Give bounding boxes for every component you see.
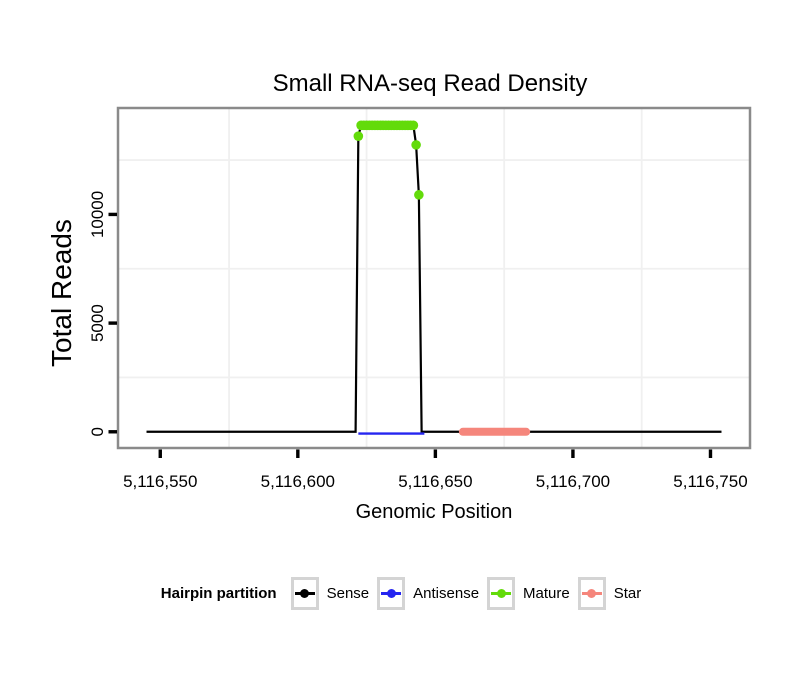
legend-key-mature [487, 577, 516, 610]
series-sense [146, 124, 722, 433]
y-tick-label: 5000 [88, 304, 107, 342]
legend-key-star [577, 577, 606, 610]
legend: Hairpin partition Sense Antisense Mature St… [14, 577, 796, 610]
legend-key-dot-icon [386, 589, 396, 598]
legend-key-sense [290, 577, 319, 610]
legend-label: Antisense [413, 585, 480, 602]
legend-item-mature: Mature [487, 577, 570, 610]
legend-label: Mature [523, 585, 570, 602]
x-tick-label: 5,116,650 [398, 472, 472, 491]
x-tick-label: 5,116,750 [673, 472, 747, 491]
legend-label: Star [613, 585, 642, 602]
legend-label: Sense [326, 585, 370, 602]
legend-key-dot-icon [300, 589, 310, 598]
legend-title: Hairpin partition [160, 585, 277, 602]
y-tick-label: 0 [88, 427, 107, 436]
legend-key-dot-icon [496, 589, 506, 598]
gridlines [119, 109, 749, 447]
legend-item-antisense: Antisense [377, 577, 479, 610]
chart-title: Small RNA-seq Read Density [272, 70, 588, 97]
panel-border [116, 106, 752, 450]
y-axis-title: Total Reads [46, 219, 77, 367]
x-tick-label: 5,116,600 [261, 472, 335, 491]
series-mature [353, 120, 424, 200]
x-tick-label: 5,116,550 [123, 472, 197, 491]
axis-ticks: 5,116,550 5,116,600 5,116,650 5,116,700 5,11… [88, 191, 748, 491]
y-tick-label: 10000 [88, 191, 107, 238]
legend-key-dot-icon [587, 589, 597, 598]
legend-key-antisense [377, 577, 406, 610]
x-axis-title: Genomic Position [355, 501, 513, 523]
legend-item-sense: Sense [290, 577, 370, 610]
legend-item-star: Star [577, 577, 642, 610]
x-tick-label: 5,116,700 [536, 472, 610, 491]
legend-entries: Sense Antisense Mature Star [290, 577, 650, 610]
